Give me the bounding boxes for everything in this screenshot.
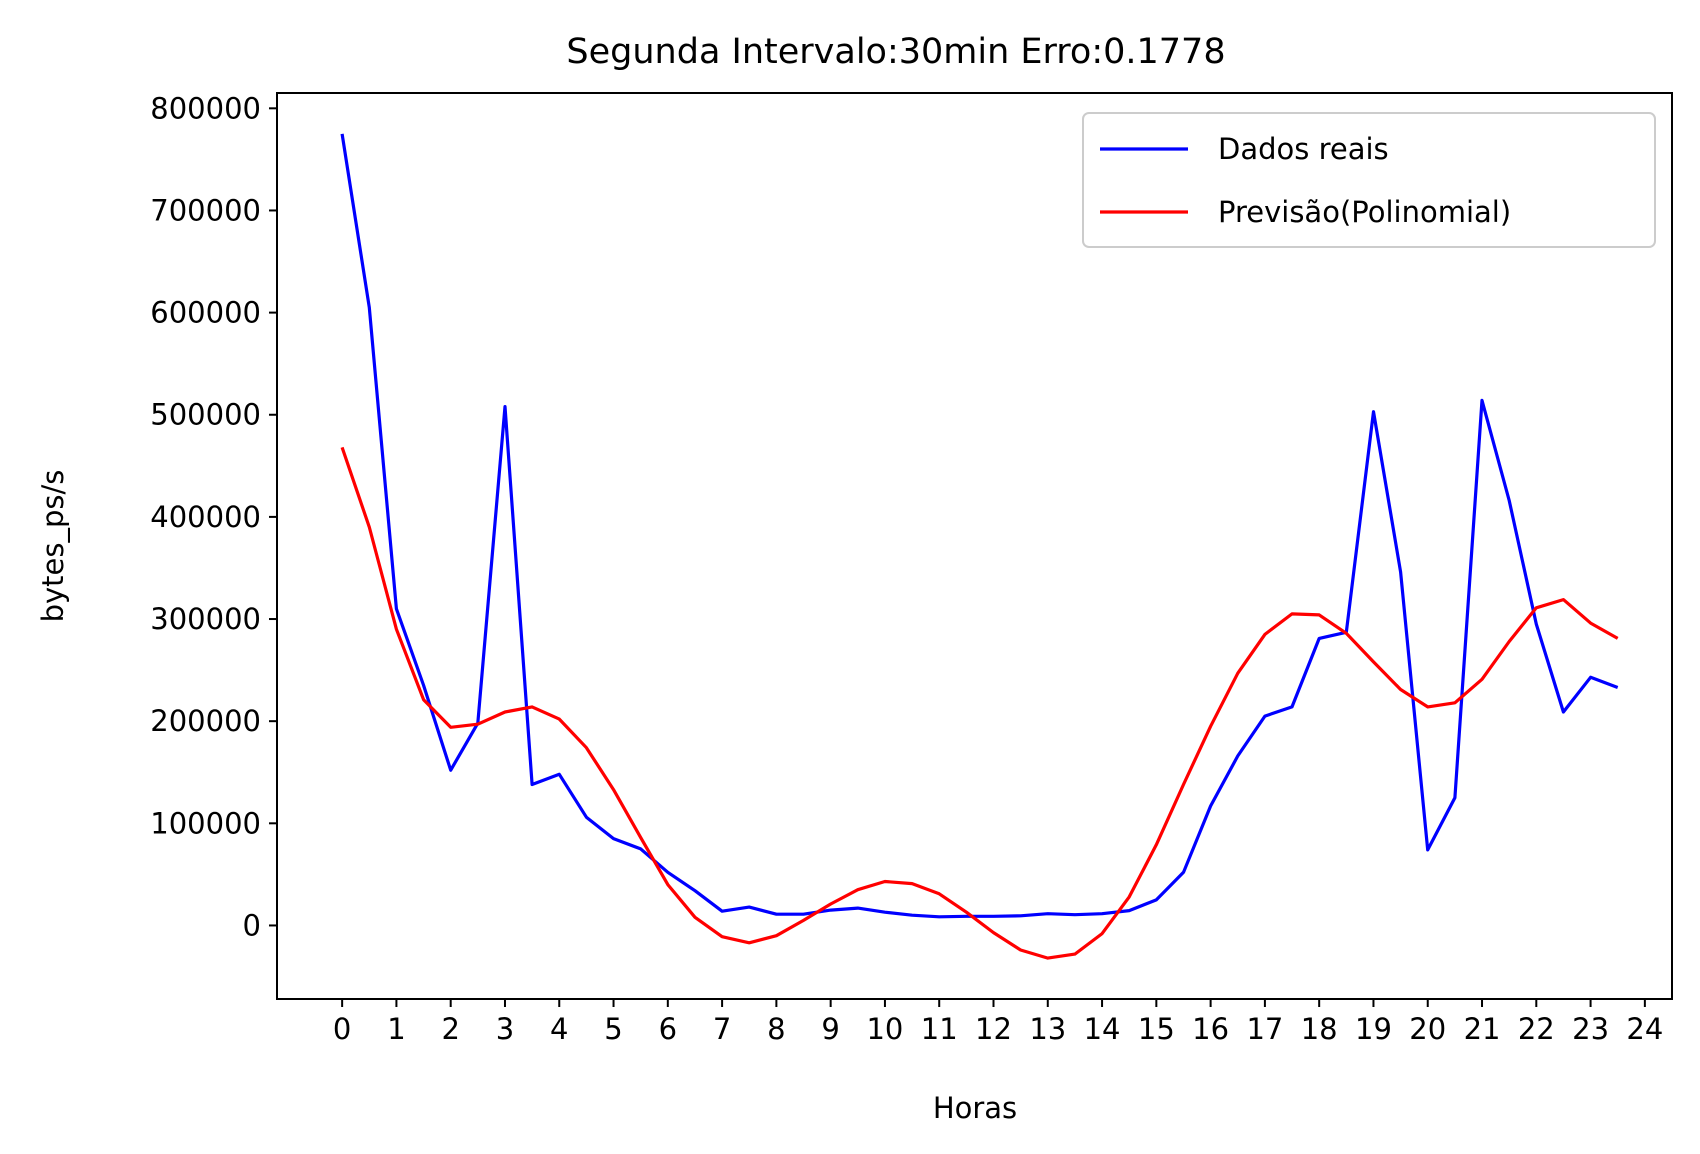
x-tick-label: 14 bbox=[1084, 1012, 1121, 1046]
x-tick-label: 0 bbox=[333, 1012, 351, 1046]
y-tick-label: 500000 bbox=[150, 398, 261, 432]
x-tick-label: 16 bbox=[1192, 1012, 1229, 1046]
x-tick-label: 3 bbox=[496, 1012, 514, 1046]
legend-label: Dados reais bbox=[1218, 132, 1389, 166]
y-tick-label: 0 bbox=[243, 908, 261, 942]
y-tick-label: 100000 bbox=[150, 806, 261, 840]
chart-title: Segunda Intervalo:30min Erro:0.1778 bbox=[566, 32, 1225, 72]
y-axis-label: bytes_ps/s bbox=[36, 470, 70, 623]
x-tick-label: 24 bbox=[1626, 1012, 1663, 1046]
x-tick-label: 23 bbox=[1572, 1012, 1609, 1046]
x-axis: 0 1 2 3 4 5 6 7 8 9 10 11 12 13 14 15 16 17 18 19 20 21 22 23 24 bbox=[333, 999, 1663, 1046]
x-tick-label: 17 bbox=[1246, 1012, 1283, 1046]
x-axis-label: Horas bbox=[933, 1091, 1017, 1125]
x-tick-label: 9 bbox=[821, 1012, 839, 1046]
x-tick-label: 8 bbox=[767, 1012, 785, 1046]
x-tick-label: 13 bbox=[1029, 1012, 1066, 1046]
x-tick-label: 11 bbox=[921, 1012, 958, 1046]
y-tick-label: 200000 bbox=[150, 704, 261, 738]
series-layer bbox=[340, 133, 1619, 960]
series-line-0 bbox=[340, 133, 1619, 919]
x-tick-label: 12 bbox=[975, 1012, 1012, 1046]
legend-box bbox=[1082, 112, 1656, 248]
y-tick-label: 700000 bbox=[150, 193, 261, 227]
x-tick-label: 19 bbox=[1355, 1012, 1392, 1046]
series-line-1 bbox=[340, 446, 1619, 960]
x-tick-label: 6 bbox=[659, 1012, 677, 1046]
legend: Dados reais Previsão(Polinomial) bbox=[1082, 112, 1656, 248]
x-tick-label: 5 bbox=[604, 1012, 622, 1046]
x-tick-label: 1 bbox=[387, 1012, 405, 1046]
y-tick-label: 400000 bbox=[150, 500, 261, 534]
y-tick-label: 800000 bbox=[150, 91, 261, 125]
x-tick-label: 18 bbox=[1301, 1012, 1338, 1046]
x-tick-label: 4 bbox=[550, 1012, 568, 1046]
x-tick-label: 21 bbox=[1464, 1012, 1501, 1046]
plot-frame bbox=[276, 92, 1673, 1000]
x-tick-label: 15 bbox=[1138, 1012, 1175, 1046]
x-tick-label: 10 bbox=[866, 1012, 903, 1046]
x-tick-label: 2 bbox=[441, 1012, 459, 1046]
x-tick-label: 20 bbox=[1409, 1012, 1446, 1046]
y-axis: 0 100000 200000 300000 400000 500000 600000 700… bbox=[150, 91, 277, 942]
x-tick-label: 22 bbox=[1518, 1012, 1555, 1046]
legend-label: Previsão(Polinomial) bbox=[1218, 195, 1511, 229]
x-tick-label: 7 bbox=[713, 1012, 731, 1046]
y-tick-label: 600000 bbox=[150, 296, 261, 330]
y-tick-label: 300000 bbox=[150, 602, 261, 636]
